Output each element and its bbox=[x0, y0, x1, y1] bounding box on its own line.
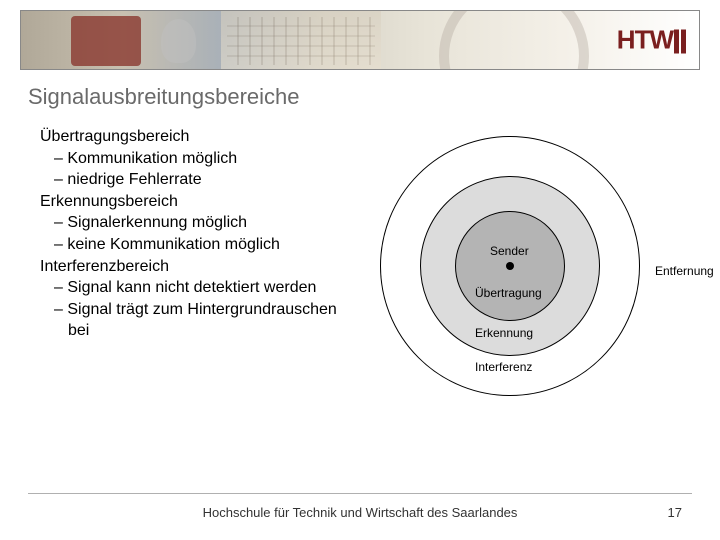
banner-decor-building bbox=[221, 11, 381, 70]
ring-label: Interferenz bbox=[475, 360, 532, 374]
bullet-item: keine Kommunikation möglich bbox=[40, 234, 350, 256]
bullet-item: Signal trägt zum Hintergrundrauschen bei bbox=[40, 299, 350, 342]
slide-title: Signalausbreitungsbereiche bbox=[28, 84, 300, 110]
footer-rule bbox=[28, 493, 692, 494]
bullet-item: niedrige Fehlerrate bbox=[40, 169, 350, 191]
section-heading: Erkennungsbereich bbox=[40, 191, 350, 213]
sender-label: Sender bbox=[490, 244, 529, 258]
htw-logo: HTW bbox=[617, 25, 687, 56]
page-number: 17 bbox=[668, 505, 682, 520]
bullet-item: Signalerkennung möglich bbox=[40, 212, 350, 234]
sender-dot bbox=[506, 262, 514, 270]
banner-decor-curve bbox=[439, 10, 589, 70]
bullet-item: Signal kann nicht detektiert werden bbox=[40, 277, 350, 299]
body-text: Übertragungsbereich Kommunikation möglic… bbox=[40, 126, 350, 342]
distance-label: Entfernung bbox=[655, 264, 714, 278]
bullet-item: Kommunikation möglich bbox=[40, 148, 350, 170]
signal-range-diagram: Sender Übertragung Erkennung Interferenz bbox=[360, 126, 700, 426]
ring-label: Übertragung bbox=[475, 286, 542, 300]
section-heading: Übertragungsbereich bbox=[40, 126, 350, 148]
logo-text: HTW bbox=[617, 25, 673, 55]
footer-text: Hochschule für Technik und Wirtschaft de… bbox=[0, 505, 720, 520]
header-banner: HTW bbox=[20, 10, 700, 70]
section-heading: Interferenzbereich bbox=[40, 256, 350, 278]
ring-label: Erkennung bbox=[475, 326, 533, 340]
